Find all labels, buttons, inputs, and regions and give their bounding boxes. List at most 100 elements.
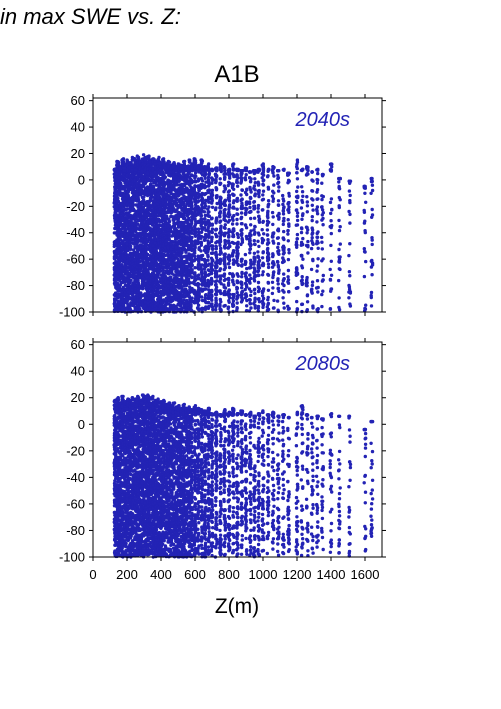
- data-point: [115, 244, 119, 248]
- data-point: [196, 239, 200, 243]
- data-point: [203, 176, 207, 180]
- data-point: [112, 301, 117, 305]
- data-point: [199, 198, 204, 202]
- data-point: [116, 270, 120, 275]
- data-point: [202, 210, 207, 214]
- data-point: [113, 292, 118, 297]
- data-point: [179, 228, 183, 233]
- data-point: [169, 275, 173, 279]
- data-point: [199, 186, 203, 190]
- data-point: [150, 177, 155, 182]
- data-point: [115, 230, 119, 234]
- data-point: [138, 234, 142, 238]
- data-point: [199, 234, 204, 239]
- data-point: [156, 246, 160, 250]
- data-point: [199, 165, 203, 169]
- data-point: [145, 171, 150, 176]
- data-point: [115, 199, 120, 204]
- data-point: [182, 159, 186, 164]
- data-point: [120, 263, 124, 267]
- data-point: [207, 179, 211, 183]
- data-point: [113, 216, 117, 220]
- data-point: [181, 216, 186, 221]
- data-point: [133, 270, 137, 274]
- data-point: [135, 244, 139, 248]
- data-point: [130, 196, 134, 201]
- data-point: [128, 244, 133, 249]
- data-point: [168, 225, 173, 229]
- data-point: [207, 200, 211, 204]
- data-point: [206, 258, 210, 262]
- data-point: [186, 181, 190, 185]
- data-point: [206, 249, 210, 254]
- data-point: [174, 294, 178, 299]
- data-point: [115, 164, 119, 168]
- data-point: [161, 226, 165, 230]
- data-point: [190, 221, 194, 226]
- data-point: [173, 209, 178, 214]
- data-point: [196, 276, 201, 281]
- data-point: [210, 205, 215, 209]
- data-point: [151, 293, 155, 297]
- data-point: [192, 271, 196, 276]
- data-point: [202, 238, 207, 242]
- data-point: [193, 159, 198, 163]
- data-point: [182, 298, 186, 302]
- data-point: [178, 211, 183, 216]
- data-point: [193, 179, 197, 184]
- data-point: [161, 170, 165, 174]
- data-point: [140, 195, 145, 200]
- data-point: [145, 175, 150, 179]
- data-point: [210, 200, 214, 204]
- data-point: [189, 203, 193, 207]
- data-point: [210, 230, 214, 235]
- data-point: [144, 243, 148, 248]
- data-point: [196, 281, 200, 286]
- data-point: [189, 191, 194, 196]
- data-point: [199, 307, 204, 311]
- data-point: [189, 240, 193, 244]
- data-point: [120, 208, 124, 212]
- data-point: [184, 220, 188, 224]
- data-point: [209, 256, 214, 260]
- data-point: [210, 168, 215, 172]
- data-point: [203, 293, 208, 297]
- data-point: [210, 188, 215, 192]
- data-point: [209, 276, 214, 281]
- data-point: [151, 184, 155, 188]
- data-point: [113, 218, 117, 223]
- data-point: [122, 166, 127, 170]
- data-point: [210, 235, 214, 239]
- data-point: [210, 298, 214, 302]
- data-point: [199, 230, 204, 234]
- data-point: [190, 275, 194, 280]
- data-point: [141, 258, 145, 262]
- data-point: [206, 225, 210, 230]
- data-point: [166, 293, 170, 298]
- data-point: [181, 223, 186, 227]
- data-point: [181, 260, 185, 264]
- data-point: [209, 217, 214, 221]
- data-point: [184, 250, 188, 254]
- data-point: [112, 297, 117, 301]
- data-point: [113, 226, 117, 231]
- data-point: [210, 177, 215, 181]
- data-point: [209, 244, 214, 248]
- data-point: [199, 295, 204, 299]
- data-point: [136, 278, 140, 283]
- data-point: [196, 195, 200, 200]
- data-point: [209, 192, 213, 197]
- data-point: [199, 211, 203, 215]
- data-point: [133, 168, 137, 172]
- data-point: [128, 185, 132, 189]
- data-point: [203, 204, 207, 209]
- data-point: [174, 182, 178, 186]
- data-point: [200, 159, 205, 163]
- data-point: [133, 258, 137, 262]
- data-point: [189, 185, 193, 189]
- data-point: [158, 304, 163, 308]
- data-point: [193, 240, 197, 244]
- data-point: [193, 217, 197, 221]
- data-point: [140, 287, 145, 291]
